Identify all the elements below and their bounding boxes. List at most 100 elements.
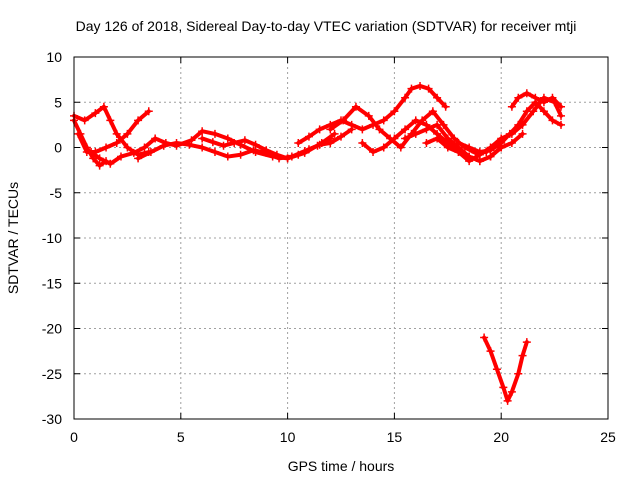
data-point [294,150,303,159]
data-point [330,129,339,138]
data-point [294,138,303,147]
data-point [240,136,249,145]
data-point [522,107,531,116]
x-tick-label: 0 [70,429,78,445]
data-point [465,143,474,152]
data-point [198,134,207,143]
data-point [454,148,463,157]
data-point [112,138,121,147]
data-point [159,141,168,150]
data-point [416,81,425,90]
y-tick-label: -20 [42,321,62,337]
data-point [424,84,433,93]
data-point [151,134,160,143]
data-point [531,93,540,102]
data-point [123,143,132,152]
data-point [507,102,516,111]
data-point [443,143,452,152]
data-point [518,129,527,138]
data-point [364,111,373,120]
data-point [379,143,388,152]
data-point [223,134,232,143]
y-tick-label: -10 [42,230,62,246]
series-line [296,83,448,145]
data-point [539,98,548,107]
data-point [198,143,207,152]
data-point [283,154,292,163]
data-point [129,148,138,157]
data-point [219,141,228,150]
data-point [208,138,217,147]
series-line [403,122,525,164]
data-point [492,365,501,374]
data-point [347,120,356,129]
data-point [396,143,405,152]
data-point [486,146,495,155]
series-arc-10 [401,120,527,166]
data-point [503,396,512,405]
x-tick-label: 5 [177,429,185,445]
data-point [475,148,484,157]
data-point [102,143,111,152]
data-series [70,81,566,405]
y-tick-label: -25 [42,366,62,382]
data-point [134,154,143,163]
series-arc-12 [454,98,566,157]
data-point [407,84,416,93]
data-point [514,120,523,129]
data-point [95,161,104,170]
data-point [557,111,566,120]
data-point [505,129,514,138]
data-point [497,138,506,147]
plot-frame [73,56,609,420]
data-point [223,152,232,161]
data-point [522,89,531,98]
y-tick-label: 5 [54,94,62,110]
data-point [486,347,495,356]
data-point [441,102,450,111]
chart-title: Day 126 of 2018, Sidereal Day-to-day VTE… [76,18,577,34]
data-point [87,148,96,157]
data-point [401,93,410,102]
data-point [390,107,399,116]
data-point [106,159,115,168]
series-line [482,335,529,403]
data-point [390,134,399,143]
data-point [326,125,335,134]
data-point [401,134,410,143]
data-point [337,132,345,141]
y-tick-label: 10 [46,49,62,65]
data-point [99,102,108,111]
data-point [326,138,335,147]
data-point [123,129,132,138]
data-point [172,138,181,147]
data-point [411,116,420,125]
data-point [358,138,367,147]
y-tick-label: -30 [42,411,62,427]
data-point [358,125,367,134]
data-point [514,369,523,378]
data-point [315,125,324,134]
data-point [304,145,313,154]
data-point [80,116,89,125]
data-point [557,120,566,129]
series-arc-7 [294,81,450,147]
y-tick-label: -15 [42,275,62,291]
data-point [304,132,313,141]
data-point [262,146,271,155]
x-tick-label: 25 [600,429,616,445]
data-point [433,93,442,102]
data-point [499,383,508,392]
data-point [351,102,360,111]
data-point [339,116,348,125]
data-point [116,152,125,161]
data-point [557,102,566,111]
data-point [548,116,557,125]
data-point [507,387,516,396]
data-point [146,148,155,157]
data-point [249,146,258,155]
y-tick-label: 0 [54,140,62,156]
data-point [106,116,115,125]
data-point [433,134,442,143]
